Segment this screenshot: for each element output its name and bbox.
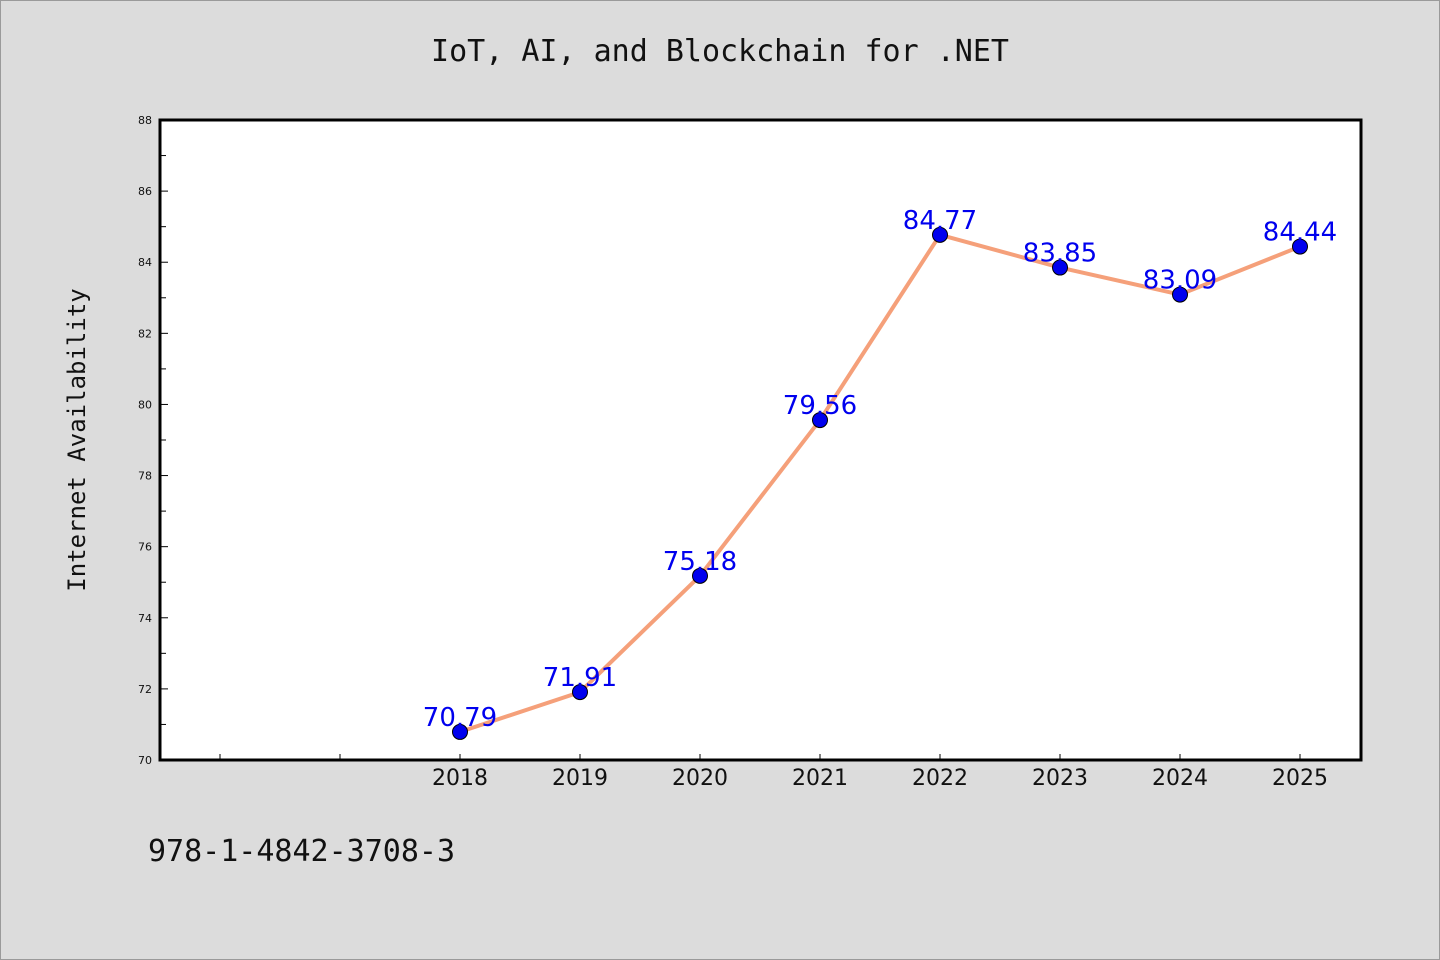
- data-label: 70.79: [423, 703, 497, 733]
- data-point: [1052, 259, 1068, 276]
- plot-area: [158, 118, 1363, 762]
- isbn-footer: 978-1-4842-3708-3: [148, 834, 456, 869]
- x-tick-label: 2022: [912, 766, 968, 791]
- data-label: 84.77: [903, 206, 977, 236]
- y-tick-label: 72: [138, 683, 152, 696]
- y-tick-label: 84: [138, 256, 152, 269]
- data-point: [932, 226, 948, 243]
- data-point: [812, 412, 828, 429]
- data-label: 83.85: [1023, 239, 1097, 269]
- data-point: [452, 723, 468, 740]
- x-tick-label: 2019: [552, 766, 608, 791]
- y-tick-label: 82: [138, 327, 152, 340]
- data-point: [1172, 286, 1188, 303]
- y-tick-label: 88: [138, 114, 152, 127]
- x-tick-label: 2024: [1152, 766, 1208, 791]
- chart-title: IoT, AI, and Blockchain for .NET: [431, 34, 1009, 69]
- data-point: [1292, 238, 1308, 255]
- x-tick-label: 2023: [1032, 766, 1088, 791]
- x-tick-label: 2018: [432, 766, 488, 791]
- y-tick-label: 86: [138, 185, 152, 198]
- data-point: [692, 567, 708, 584]
- series-line: [459, 232, 1301, 734]
- y-axis-label: Internet Availability: [63, 288, 91, 591]
- data-label: 75.18: [663, 547, 737, 577]
- x-tick-label: 2021: [792, 766, 848, 791]
- y-tick-label: 78: [138, 470, 152, 483]
- y-tick-label: 80: [138, 398, 152, 411]
- x-tick-label: 2020: [672, 766, 728, 791]
- data-label: 71.91: [543, 663, 617, 693]
- y-tick-label: 70: [138, 754, 152, 767]
- data-label: 84.44: [1263, 218, 1337, 248]
- y-tick-label: 76: [138, 541, 152, 554]
- data-label: 83.09: [1143, 266, 1217, 296]
- data-point: [572, 684, 588, 701]
- data-label: 79.56: [783, 391, 857, 421]
- y-tick-label: 74: [138, 612, 152, 625]
- x-tick-label: 2025: [1272, 766, 1328, 791]
